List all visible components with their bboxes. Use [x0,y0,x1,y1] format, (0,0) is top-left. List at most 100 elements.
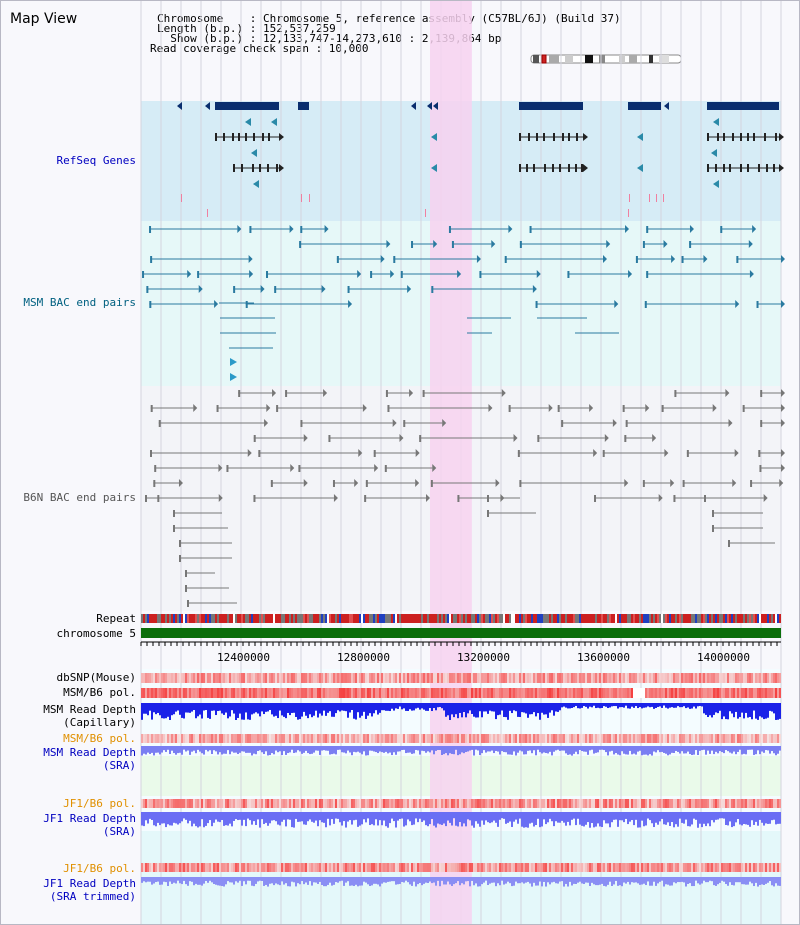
msm-b6-pol-cell [271,688,273,698]
jf1-pol2-cell [419,863,421,872]
msm-depth-sra-bar [521,746,523,752]
jf1-pol-cell [615,799,617,808]
msm-depth-sra-bar [415,746,417,750]
jf1-pol2-cell [719,863,721,872]
repeat-segment [515,614,517,623]
jf1-pol-cell [681,799,683,808]
jf1-depth-sra-bar [147,812,149,824]
gene-exon [552,164,554,172]
jf1-depth-trimmed-bar [663,877,665,887]
msm-b6-pol-cell [159,688,161,698]
msm-depth-capillary-bar [713,703,715,715]
jf1-pol-cell [153,799,155,808]
b6n-bac-pair-end [501,389,506,397]
msm-depth-capillary-bar [413,703,415,711]
msm-b6-pol2-cell [181,734,183,743]
track-label-jf1-depth-sra[interactable]: JF1 Read Depth [43,812,136,825]
track-label-msm-b6-pol-2[interactable]: MSM/B6 pol. [63,732,136,745]
dbsnp-cell [159,673,161,683]
msm-b6-pol-cell [219,688,221,698]
jf1-depth-trimmed-bar [293,877,295,883]
track-label-msm-depth-capillary[interactable]: MSM Read Depth [43,703,136,716]
msm-b6-pol2-cell [727,734,729,743]
jf1-pol2-cell [779,863,781,872]
jf1-pol-cell [647,799,649,808]
dbsnp-cell [759,673,761,683]
track-label-msm-b6-pol-1[interactable]: MSM/B6 pol. [63,686,136,699]
jf1-depth-sra-bar [499,812,501,820]
msm-depth-sra-bar [747,746,749,750]
b6n-bac-pair-end [323,389,328,397]
repeat-segment [427,614,429,623]
jf1-depth-sra-bar [743,812,745,824]
msm-depth-capillary-bar [465,703,467,718]
msm-b6-pol2-cell [489,734,491,743]
jf1-pol-cell [713,799,715,808]
jf1-pol2-cell [385,863,387,872]
jf1-pol2-cell [535,863,537,872]
jf1-depth-trimmed-bar [623,877,625,883]
track-label-msm-bac[interactable]: MSM BAC end pairs [23,296,136,309]
dbsnp-cell [595,673,597,683]
jf1-pol2-cell [629,863,631,872]
msm-bac-end [230,373,237,381]
msm-b6-pol-cell [623,688,625,698]
gene-arrow [433,102,438,110]
dbsnp-cell [531,673,533,683]
jf1-pol-cell [221,799,223,808]
track-label-jf1-pol-1[interactable]: JF1/B6 pol. [63,797,136,810]
b6n-bac-end [173,510,175,517]
dbsnp-cell [169,673,171,683]
msm-depth-sra-bar [263,746,265,755]
msm-b6-pol-cell [435,688,437,698]
track-label-dbsnp[interactable]: dbSNP(Mouse) [56,671,136,684]
msm-depth-sra-bar [483,746,485,751]
dbsnp-cell [479,673,481,683]
jf1-depth-sra-bar [621,812,623,821]
dbsnp-cell [425,673,427,683]
msm-depth-sra-bar [451,746,453,754]
jf1-depth-trimmed-bar [679,877,681,883]
jf1-pol2-cell [457,863,459,872]
track-label-repeat[interactable]: Repeat [96,612,136,625]
b6n-bac-pair-end [403,420,406,427]
track-label-b6n-bac[interactable]: B6N BAC end pairs [23,491,136,504]
gene-bar [519,102,583,110]
track-label-jf1-pol-2[interactable]: JF1/B6 pol. [63,862,136,875]
jf1-depth-sra-bar [525,812,527,828]
track-label-msm-depth-sra[interactable]: MSM Read Depth [43,746,136,759]
msm-depth-sra-bar [477,746,479,751]
jf1-pol2-cell [351,863,353,872]
gene-exon [533,164,535,172]
msm-b6-pol-cell [315,688,317,698]
jf1-depth-sra-bar [613,812,615,820]
b6n-bac-pair-end [624,479,629,487]
repeat-segment [663,614,665,623]
track-label-refseq[interactable]: RefSeq Genes [56,154,136,167]
repeat-segment [173,614,175,623]
jf1-pol-cell [289,799,291,808]
jf1-depth-trimmed-bar [491,877,493,883]
b6n-bac-pair-end [548,404,553,412]
jf1-pol-cell [389,799,391,808]
jf1-pol2-cell [225,863,227,872]
jf1-pol-cell [699,799,701,808]
repeat-segment [603,614,605,623]
msm-b6-pol2-cell [169,734,171,743]
b6n-bac-pair-end [728,419,733,427]
msm-depth-sra-bar [675,746,677,751]
dbsnp-cell [699,673,701,683]
msm-b6-pol2-cell [627,734,629,743]
msm-b6-pol-cell [415,688,417,698]
track-label-jf1-depth-trimmed[interactable]: JF1 Read Depth [43,877,136,890]
b6n-bac-pair-end [517,450,520,457]
msm-b6-pol-cell [659,688,661,698]
jf1-pol2-cell [353,863,355,872]
jf1-pol-cell [485,799,487,808]
jf1-pol-cell [285,799,287,808]
msm-depth-capillary-bar [387,703,389,711]
msm-b6-pol2-cell [617,734,619,743]
msm-depth-sra-bar [575,746,577,752]
msm-b6-pol-cell [171,688,173,698]
